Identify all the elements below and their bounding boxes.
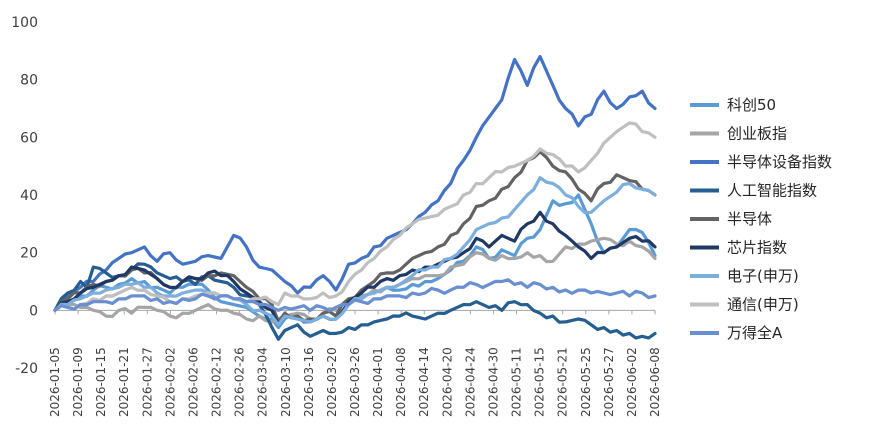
series-line-7 [53, 176, 657, 327]
legend-label: 通信(申万) [727, 296, 799, 314]
y-tick-label: 100 [11, 15, 38, 31]
x-tick-label: 2026-04-14 [417, 347, 431, 417]
y-axis: -20 0 20 40 60 80 100 [11, 15, 38, 377]
y-tick-label: 80 [20, 73, 38, 89]
plot-lines [53, 55, 657, 341]
series-line-3 [53, 55, 657, 312]
x-tick-label: 2026-05-25 [579, 347, 593, 417]
x-tick-label: 2026-04-08 [394, 347, 408, 417]
x-tick-label: 2026-03-10 [279, 347, 293, 417]
legend-label: 人工智能指数 [727, 182, 817, 200]
x-tick-label: 2026-01-15 [94, 347, 108, 417]
x-tick-label: 2026-02-12 [210, 347, 224, 417]
x-tick-label: 2026-05-15 [533, 347, 547, 417]
series-line-9 [53, 278, 657, 313]
y-tick-label: 0 [29, 303, 38, 319]
x-tick-label: 2026-06-08 [648, 347, 662, 417]
legend-label: 半导体 [727, 210, 772, 228]
legend-label: 科创50 [727, 96, 776, 114]
x-tick-label: 2026-02-26 [233, 347, 247, 417]
x-tick-label: 2026-05-11 [510, 347, 524, 417]
x-tick-label: 2026-05-21 [556, 347, 570, 417]
x-tick-label: 2026-02-06 [186, 347, 200, 417]
x-tick-label: 2026-02-02 [163, 347, 177, 417]
x-axis: 2026-01-05 2026-01-09 2026-01-15 2026-01-21… [48, 309, 662, 417]
y-tick-label: -20 [15, 361, 38, 377]
x-tick-label: 2026-03-26 [348, 347, 362, 417]
x-tick-label: 2026-04-24 [463, 347, 477, 417]
x-tick-label: 2026-05-27 [602, 347, 616, 417]
x-tick-label: 2026-03-20 [325, 347, 339, 417]
x-tick-label: 2026-01-21 [117, 347, 131, 417]
legend-label: 芯片指数 [727, 239, 787, 257]
x-tick-label: 2026-04-20 [440, 347, 454, 417]
legend-label: 电子(申万) [727, 267, 799, 285]
x-tick-label: 2026-06-02 [625, 347, 639, 417]
legend-label: 半导体设备指数 [727, 153, 832, 171]
x-tick-label: 2026-01-09 [71, 347, 85, 417]
y-tick-label: 20 [20, 246, 38, 262]
y-tick-label: 60 [20, 130, 38, 146]
y-tick-label: 40 [20, 188, 38, 204]
x-tick-label: 2026-01-05 [48, 347, 62, 417]
legend-label: 创业板指 [727, 125, 787, 143]
series-line-8 [53, 121, 657, 312]
x-tick-label: 2026-01-27 [140, 347, 154, 417]
x-tick-label: 2026-03-16 [302, 347, 316, 417]
legend-label: 万得全A [727, 324, 783, 342]
series-line-4 [53, 262, 657, 341]
x-tick-label: 2026-04-30 [486, 347, 500, 417]
x-tick-label: 2026-04-01 [371, 347, 385, 417]
x-tick-label: 2026-03-04 [256, 347, 270, 417]
